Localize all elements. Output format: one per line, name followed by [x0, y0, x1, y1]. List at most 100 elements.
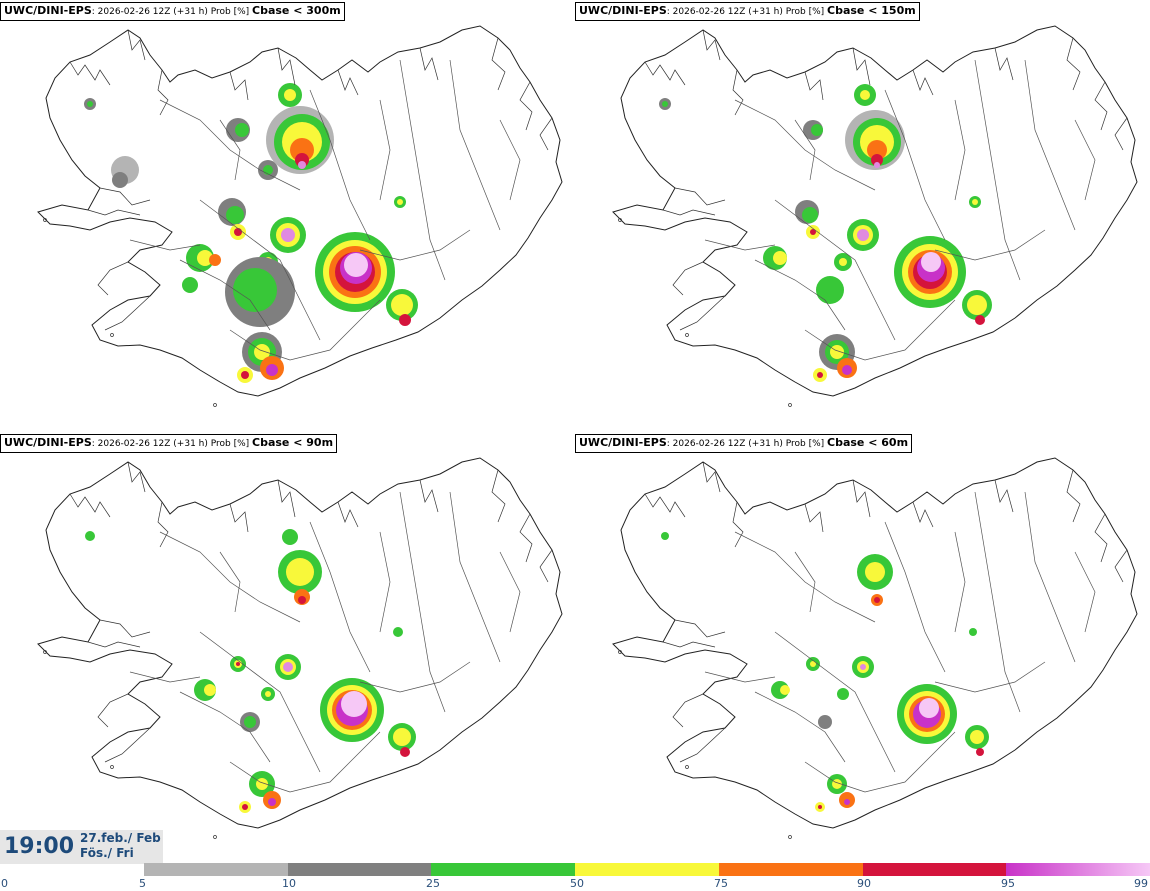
fjord-line	[539, 549, 553, 583]
probability-contour	[234, 228, 242, 236]
run-info: : 2026-02-26 12Z (+31 h) Prob [%]	[91, 439, 253, 449]
probability-field	[84, 83, 418, 383]
valid-time-box: 19:00 27.feb./ Feb Fös./ Fri	[0, 830, 163, 864]
boundary-line	[754, 259, 846, 331]
fjord-line	[679, 727, 726, 763]
boundary-line	[379, 99, 391, 201]
map-panel-cbase-90: UWC/DINI-EPS: 2026-02-26 12Z (+31 h) Pro…	[0, 432, 575, 864]
fjord-line	[644, 493, 686, 518]
fjord-line	[99, 187, 151, 206]
probability-contour	[967, 295, 987, 315]
fjord-line	[337, 69, 359, 96]
fjord-line	[519, 513, 533, 563]
probability-contour	[341, 691, 367, 717]
island	[685, 765, 689, 769]
fjord-line	[912, 501, 934, 528]
date-line-2: Fös./ Fri	[80, 846, 134, 860]
probability-field	[661, 532, 989, 812]
probability-contour	[391, 294, 413, 316]
island	[43, 218, 47, 222]
run-info: : 2026-02-26 12Z (+31 h) Prob [%]	[666, 439, 828, 449]
boundary-line	[954, 99, 966, 201]
fjord-line	[104, 295, 151, 331]
boundary-line	[199, 199, 321, 341]
fjord-line	[672, 261, 704, 296]
variable-name: Cbase < 300m	[252, 4, 341, 17]
island	[685, 333, 689, 337]
colorbar-tick-label: 95	[1001, 877, 1015, 890]
boundary-line	[974, 59, 1021, 281]
coastline	[37, 457, 563, 829]
iceland-map-90	[37, 457, 563, 839]
island	[213, 835, 217, 839]
probability-contour	[865, 562, 885, 582]
boundary-line	[159, 531, 301, 623]
fjord-line	[732, 69, 744, 116]
variable-name: Cbase < 150m	[827, 4, 916, 17]
map-panel-cbase-300: UWC/DINI-EPS: 2026-02-26 12Z (+31 h) Pro…	[0, 0, 575, 432]
probability-contour	[837, 688, 849, 700]
boundary-line	[1024, 491, 1076, 663]
fjord-line	[157, 69, 169, 116]
probability-contour	[236, 662, 240, 666]
boundary-line	[954, 531, 966, 633]
fjord-line	[732, 501, 744, 548]
colorbar-segment	[1006, 863, 1150, 876]
fjord-line	[69, 61, 111, 86]
fjord-line	[1094, 81, 1108, 131]
run-info: : 2026-02-26 12Z (+31 h) Prob [%]	[666, 7, 828, 17]
model-name: UWC/DINI-EPS	[579, 436, 667, 449]
fjord-line	[337, 501, 359, 528]
probability-contour	[975, 315, 985, 325]
probability-contour	[844, 799, 850, 805]
iceland-map-60	[612, 457, 1138, 839]
probability-contour	[204, 684, 216, 696]
boundary-line	[774, 631, 896, 773]
probability-contour	[281, 228, 295, 242]
boundary-line	[774, 199, 896, 341]
boundary-line	[934, 229, 1046, 261]
iceland-map-300	[37, 25, 563, 407]
island	[213, 403, 217, 407]
map-panel-cbase-150: UWC/DINI-EPS: 2026-02-26 12Z (+31 h) Pro…	[575, 0, 1150, 432]
fjord-line	[804, 71, 824, 101]
probability-contour	[298, 161, 306, 169]
probability-contour	[393, 627, 403, 637]
island	[618, 218, 622, 222]
boundary-line	[804, 299, 956, 361]
boundary-line	[219, 119, 241, 181]
fjord-line	[852, 479, 871, 518]
fjord-line	[1094, 513, 1108, 563]
fjord-line	[1114, 117, 1128, 151]
probability-contour	[283, 662, 293, 672]
probability-contour	[662, 101, 668, 107]
boundary-line	[399, 491, 446, 713]
fjord-line	[1066, 37, 1081, 91]
variable-name: Cbase < 90m	[252, 436, 334, 449]
date-line-1: 27.feb./ Feb	[80, 831, 161, 845]
boundary-line	[794, 119, 816, 181]
fjord-line	[702, 29, 721, 61]
colorbar-segment	[718, 863, 864, 876]
fjord-line	[419, 479, 439, 513]
fjord-line	[127, 461, 146, 493]
boundary-line	[179, 259, 271, 331]
probability-contour	[817, 372, 823, 378]
colorbar-segment	[287, 863, 432, 876]
colorbar-tick-label: 90	[857, 877, 871, 890]
panel-title: UWC/DINI-EPS: 2026-02-26 12Z (+31 h) Pro…	[0, 434, 338, 453]
fjord-line	[87, 641, 141, 648]
fjord-line	[912, 69, 934, 96]
probability-contour	[969, 628, 977, 636]
fjord-line	[662, 209, 716, 216]
probability-contour	[235, 123, 249, 137]
probability-contour	[298, 596, 306, 604]
probability-contour	[209, 254, 221, 266]
island	[110, 765, 114, 769]
probability-contour	[810, 229, 816, 235]
island	[618, 650, 622, 654]
probability-contour	[284, 89, 296, 101]
probability-contour	[874, 597, 880, 603]
colorbar-tick-label: 50	[570, 877, 584, 890]
fjord-line	[662, 641, 716, 648]
